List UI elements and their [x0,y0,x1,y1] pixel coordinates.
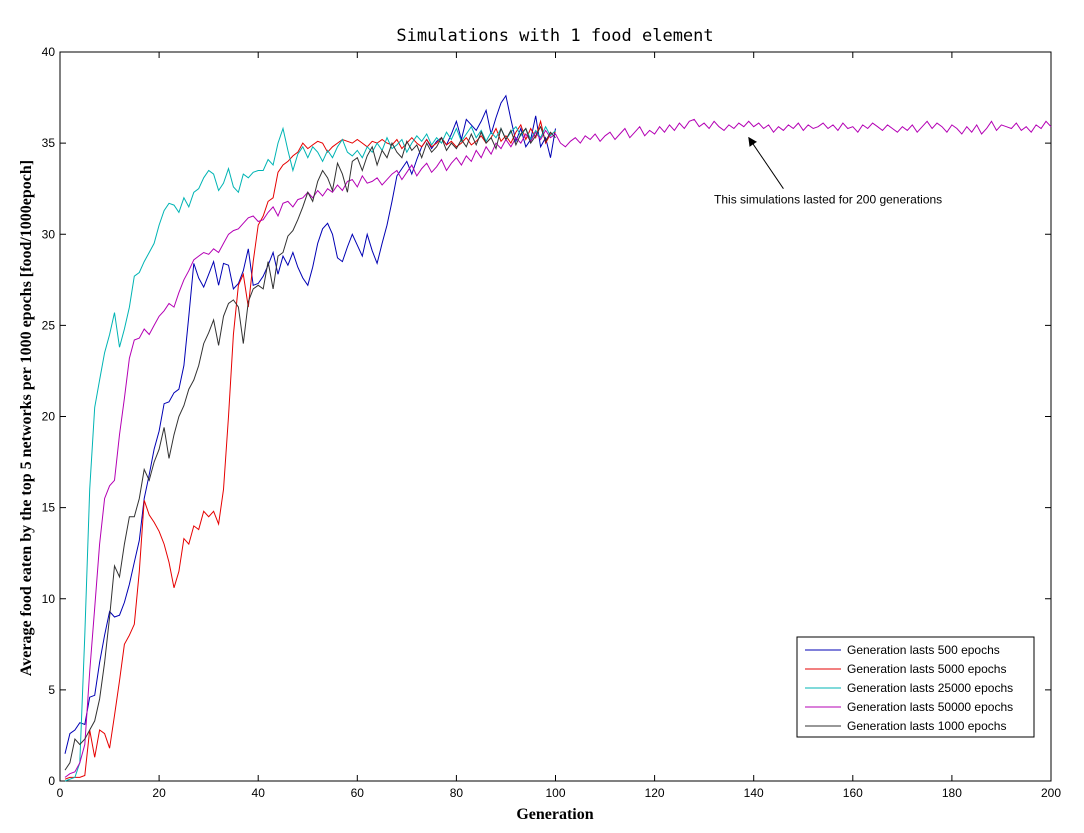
y-tick-label: 15 [42,501,56,515]
y-tick-label: 40 [42,45,56,59]
x-tick-label: 60 [351,786,365,800]
y-axis-label: Average food eaten by the top 5 networks… [18,160,35,676]
x-tick-label: 20 [152,786,166,800]
y-tick-label: 25 [42,318,56,332]
y-tick-label: 10 [42,592,56,606]
chart-title: Simulations with 1 food element [396,26,713,46]
legend-entry: Generation lasts 25000 epochs [847,681,1013,695]
legend: Generation lasts 500 epochs Generation la… [796,636,1035,738]
legend-entry: Generation lasts 500 epochs [847,643,1000,657]
y-tick-label: 30 [42,227,56,241]
x-tick-label: 200 [1041,786,1061,800]
y-tick-label: 0 [48,774,55,788]
x-tick-label: 80 [450,786,464,800]
y-tick-label: 20 [42,410,56,424]
legend-entry: Generation lasts 50000 epochs [847,700,1013,714]
legend-entry: Generation lasts 5000 epochs [847,662,1006,676]
y-tick-label: 5 [48,683,55,697]
legend-box [796,636,1035,738]
series-line-3 [64,125,556,782]
x-tick-label: 40 [252,786,266,800]
series-lines [64,94,1052,782]
series-line-1 [64,94,556,754]
x-tick-label: 140 [744,786,764,800]
x-tick-label: 160 [843,786,863,800]
x-axis-label: Generation [516,806,593,823]
axis-ticks: 0 20 40 60 80 100 120 140 160 180 200 0 5 10 15 20 25 30 3… [42,45,1062,800]
y-tick-label: 35 [42,136,56,150]
series-line-5 [64,125,556,771]
series-line-4 [64,118,1052,778]
annotation: This simulations lasted for 200 generati… [714,136,942,206]
x-tick-label: 180 [942,786,962,800]
series-line-2 [64,119,556,780]
x-tick-label: 0 [57,786,64,800]
annotation-arrow [748,136,784,189]
x-tick-label: 120 [645,786,665,800]
legend-entry: Generation lasts 1000 epochs [847,719,1006,733]
annotation-text: This simulations lasted for 200 generati… [714,192,942,206]
x-tick-label: 100 [545,786,565,800]
